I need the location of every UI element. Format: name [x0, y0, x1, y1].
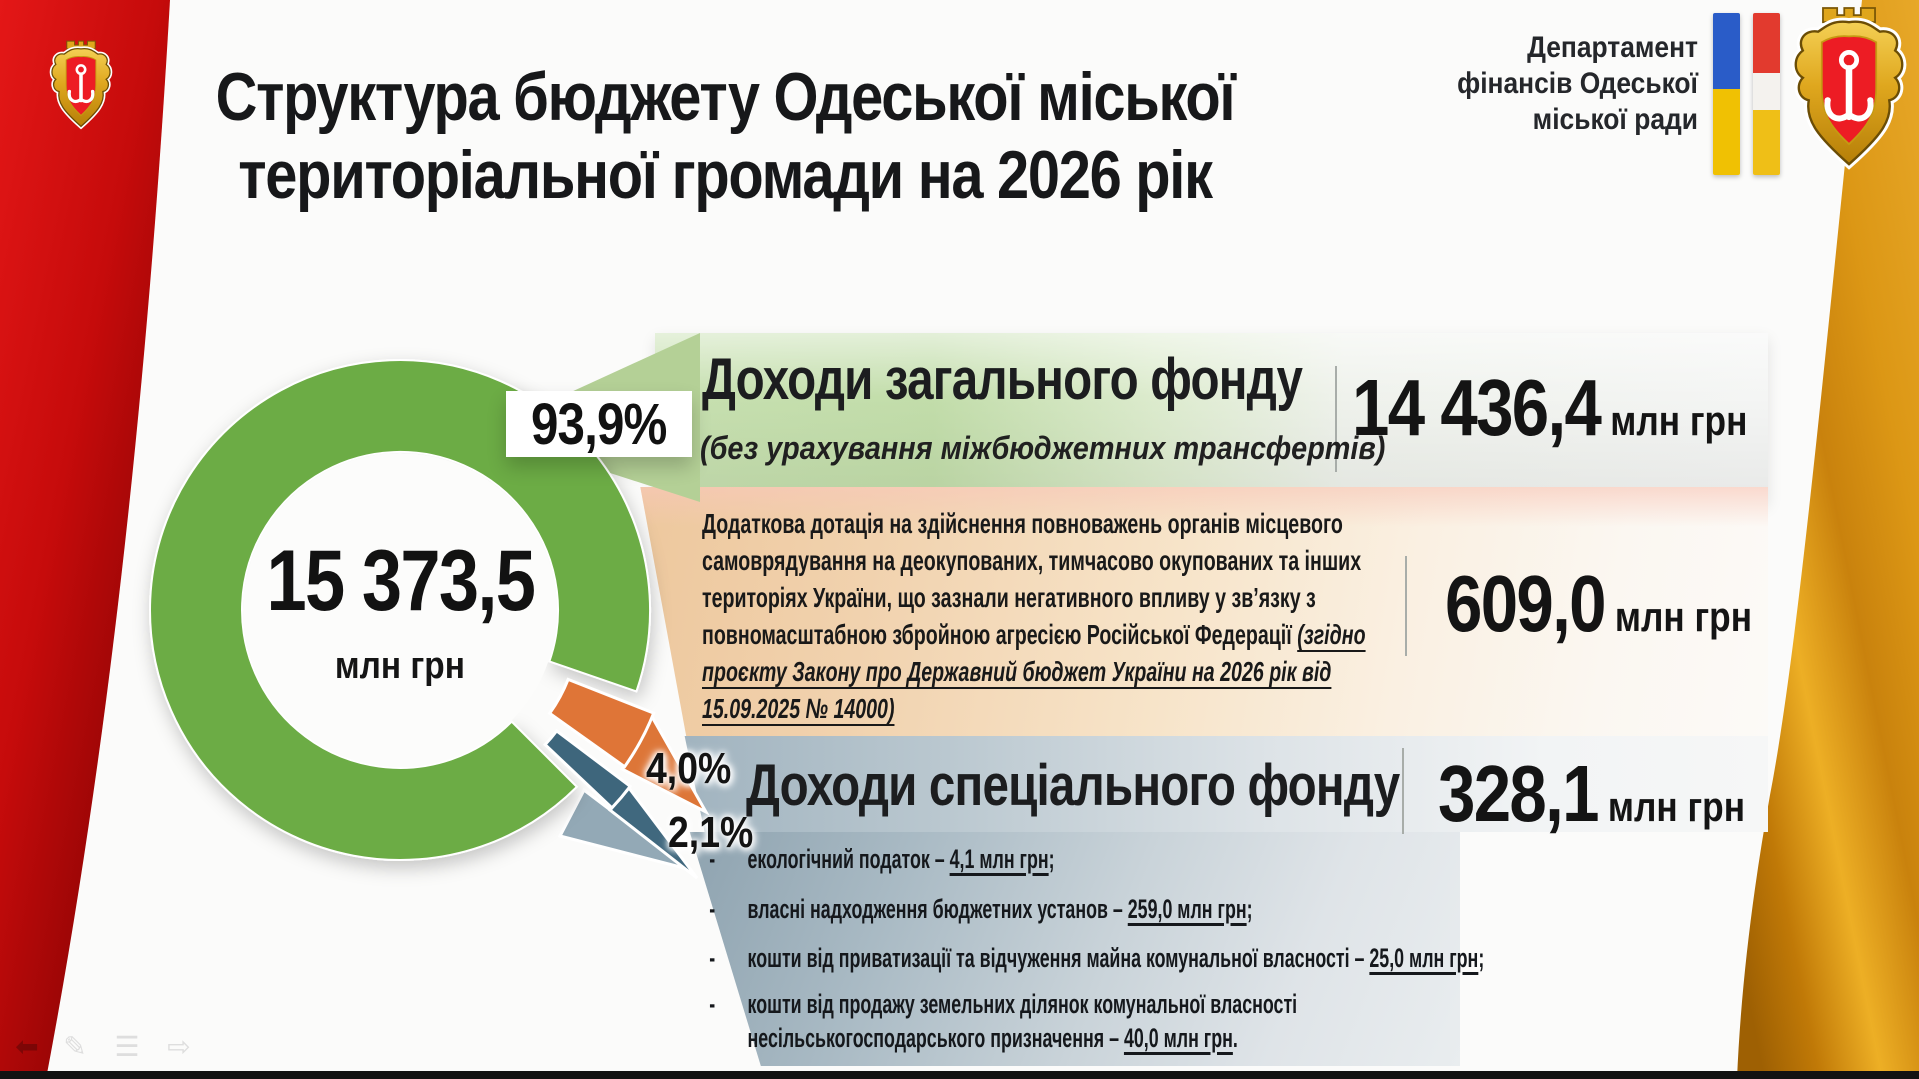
dotation-value: 609,0 млн грн: [1445, 559, 1753, 648]
ukraine-flag-bar: [1713, 13, 1740, 175]
segment-general: [149, 359, 651, 862]
unit-label: млн грн: [1614, 593, 1753, 640]
red-ribbon-band: [0, 0, 170, 1079]
divider-dotation: [1405, 556, 1407, 656]
department-name: Департамент фінансів Одеської міської ра…: [1457, 31, 1698, 136]
donut-hole: [243, 453, 557, 767]
list-item: кошти від приватизації та відчуження май…: [700, 941, 1485, 975]
list-item: кошти від продажу земельних ділянок кому…: [700, 987, 1426, 1055]
special-fund-title: Доходи спеціального фонду: [746, 753, 1400, 818]
title-line-1: Структура бюджету Одеської міської: [215, 59, 1236, 135]
dotation-description: Додаткова дотація на здійснення повноваж…: [702, 508, 1366, 724]
donut-total: 15 373,5 млн грн: [244, 468, 556, 752]
segment-dotation: [547, 677, 656, 769]
next-slide-icon[interactable]: ⇨: [167, 1031, 191, 1062]
list-item: власні надходження бюджетних установ – 2…: [700, 892, 1426, 926]
pen-tool-icon[interactable]: ✎: [63, 1031, 87, 1062]
special-fund-items: екологічний податок – 4,1 млн грн; власн…: [700, 842, 1485, 1055]
letterbox-bar: [0, 1071, 1919, 1079]
slideshow-menu-icon[interactable]: ☰: [114, 1031, 140, 1062]
title-line-2: територіальної громади на 2026 рік: [238, 137, 1213, 213]
total-unit: млн грн: [334, 645, 466, 687]
law-reference: (згідно проєкту Закону про Державний бюд…: [702, 619, 1366, 724]
odesa-coat-of-arms-large: [1778, 0, 1919, 186]
pct-label-general: 93,9%: [506, 391, 692, 457]
page-title: Структура бюджету Одеської міської терит…: [100, 58, 1350, 214]
special-fund-value: 328,1 млн грн: [1438, 749, 1746, 838]
general-fund-title: Доходи загального фонду: [702, 347, 1303, 412]
segment-special: [542, 728, 633, 811]
unit-label: млн грн: [1607, 783, 1746, 830]
odesa-coat-of-arms-small: [42, 36, 120, 138]
special-fund-header-panel: [684, 736, 1768, 832]
general-fund-subtitle: (без урахування міжбюджетних трансфертів…: [700, 430, 1386, 466]
divider-general: [1335, 366, 1337, 472]
pct-label-dotation: 4,0%: [646, 744, 732, 793]
divider-special: [1402, 748, 1404, 834]
general-fund-panel: [655, 333, 1768, 501]
list-item: екологічний податок – 4,1 млн грн;: [700, 842, 1426, 876]
general-fund-value: 14 436,4 млн грн: [1352, 363, 1748, 452]
odesa-flag-bar: [1753, 13, 1780, 175]
previous-slide-icon[interactable]: ⬅: [15, 1031, 39, 1062]
total-value: 15 373,5: [266, 533, 535, 629]
gold-ribbon-band: [1737, 0, 1919, 1079]
dotation-panel: [640, 487, 1768, 736]
unit-label: млн грн: [1610, 397, 1748, 444]
